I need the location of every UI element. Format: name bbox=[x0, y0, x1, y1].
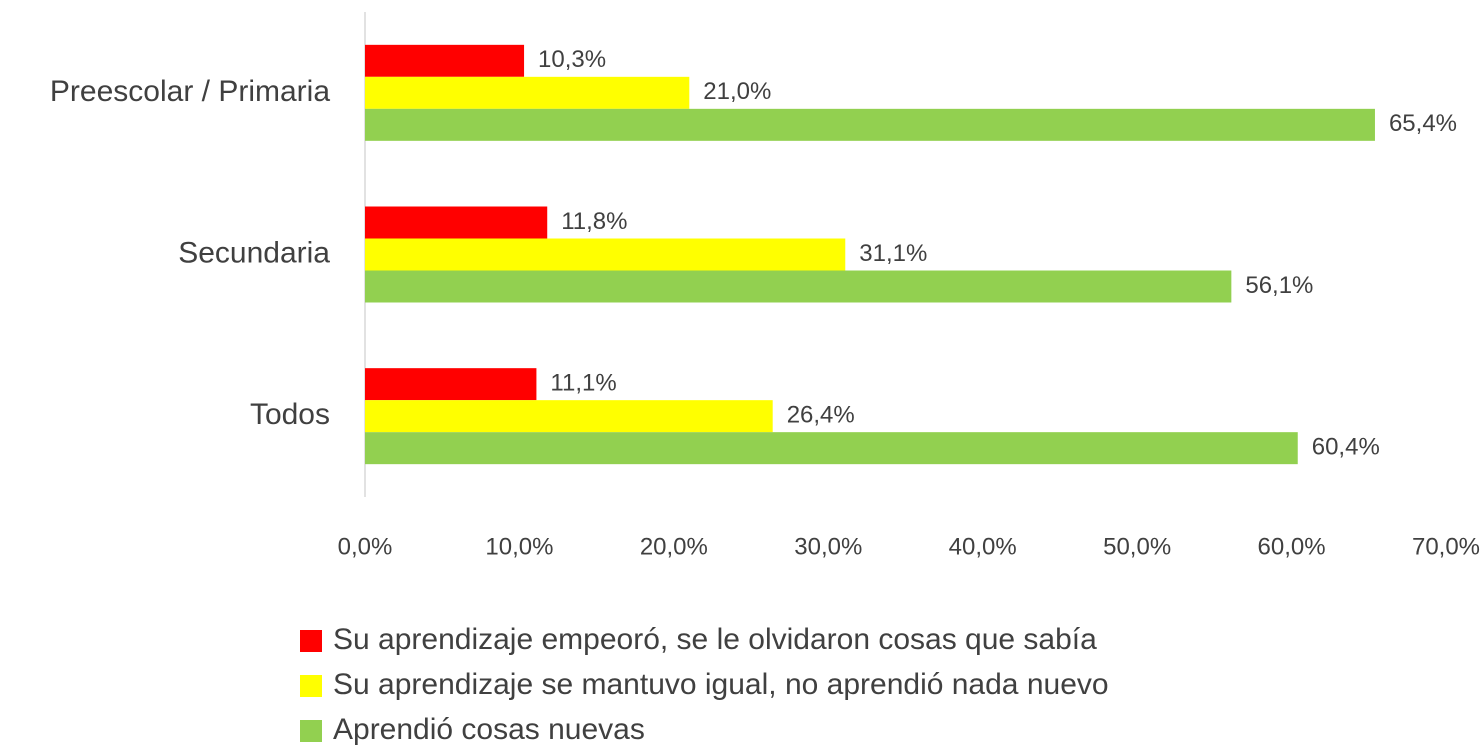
data-label: 26,4% bbox=[787, 402, 855, 429]
data-label: 11,8% bbox=[561, 208, 627, 235]
data-label: 10,3% bbox=[538, 46, 606, 73]
x-tick-label: 70,0% bbox=[1412, 533, 1480, 560]
x-tick-label: 0,0% bbox=[338, 533, 393, 560]
legend-swatch bbox=[300, 720, 322, 742]
bar bbox=[365, 108, 1375, 141]
bar bbox=[365, 238, 846, 271]
data-label: 21,0% bbox=[703, 78, 771, 105]
x-tick-label: 20,0% bbox=[640, 533, 708, 560]
x-tick-label: 40,0% bbox=[949, 533, 1017, 560]
x-tick-label: 10,0% bbox=[485, 533, 553, 560]
bar bbox=[365, 76, 690, 109]
data-label: 11,1% bbox=[550, 370, 616, 397]
bar bbox=[365, 44, 525, 77]
category-label: Secundaria bbox=[178, 236, 330, 269]
legend-label: Aprendió cosas nuevas bbox=[333, 713, 645, 746]
x-tick-label: 30,0% bbox=[794, 533, 862, 560]
bar bbox=[365, 368, 537, 401]
bar bbox=[365, 432, 1298, 465]
legend-swatch bbox=[300, 675, 322, 697]
legend-label: Su aprendizaje empeoró, se le olvidaron … bbox=[333, 623, 1097, 656]
x-tick-label: 50,0% bbox=[1103, 533, 1171, 560]
legend-swatch bbox=[300, 630, 322, 652]
bar bbox=[365, 270, 1232, 303]
bar bbox=[365, 400, 773, 433]
data-label: 60,4% bbox=[1312, 434, 1380, 461]
bar bbox=[365, 206, 548, 239]
data-label: 56,1% bbox=[1245, 272, 1313, 299]
category-label: Todos bbox=[250, 398, 330, 431]
x-tick-label: 60,0% bbox=[1258, 533, 1326, 560]
category-label: Preescolar / Primaria bbox=[50, 75, 330, 108]
data-label: 31,1% bbox=[859, 240, 927, 267]
data-label: 65,4% bbox=[1389, 110, 1457, 137]
legend-label: Su aprendizaje se mantuvo igual, no apre… bbox=[333, 668, 1109, 701]
